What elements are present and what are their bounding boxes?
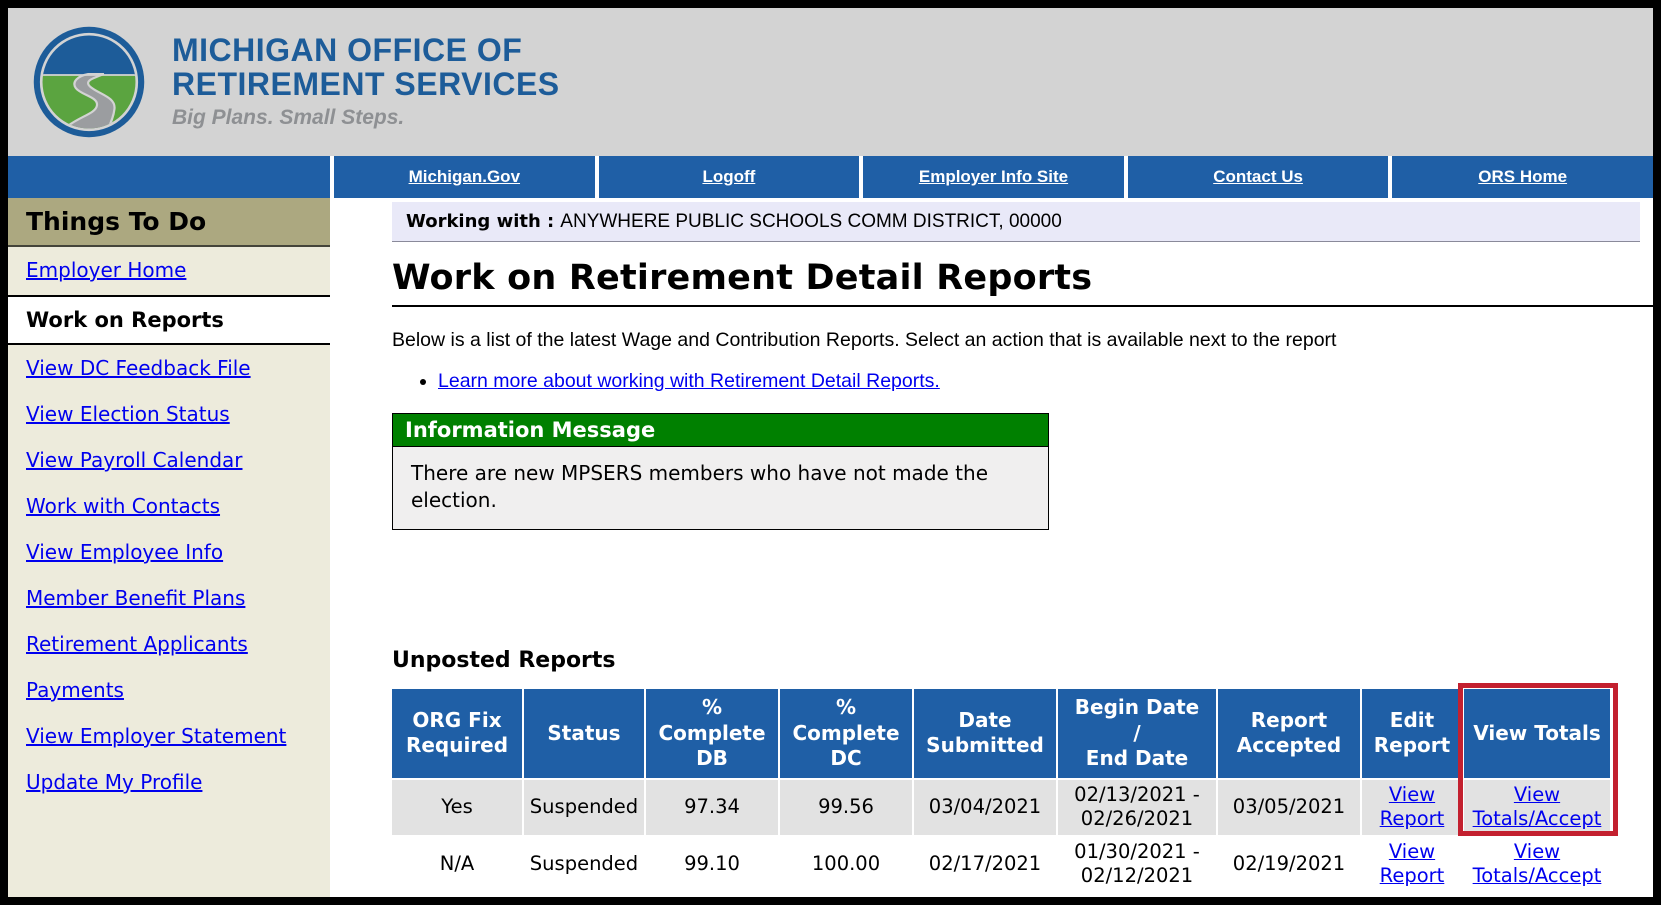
unposted-reports-table-wrap: ORG Fix Required Status % Complete DB % …	[390, 683, 1618, 893]
table-row: N/A Suspended 99.10 100.00 02/17/2021 01…	[392, 836, 1610, 892]
sidebar-item-work-on-reports-current: Work on Reports	[8, 297, 330, 345]
learn-more-link[interactable]: Learn more about working with Retirement…	[438, 370, 940, 392]
nav-cell-employer-info-site[interactable]: Employer Info Site	[863, 156, 1124, 198]
sidebar-link-view-employer-statement[interactable]: View Employer Statement	[26, 724, 287, 748]
sidebar-link-view-employee-info[interactable]: View Employee Info	[26, 540, 224, 564]
sidebar-link-view-election-status[interactable]: View Election Status	[26, 402, 230, 426]
cell-report-accepted: 03/05/2021	[1218, 779, 1360, 835]
cell-edit-report: View Report	[1362, 836, 1462, 892]
cell-date-submitted: 02/17/2021	[914, 836, 1056, 892]
cell-begin-end-date: 02/13/2021 - 02/26/2021	[1058, 779, 1216, 835]
top-nav: Michigan.Gov Logoff Employer Info Site C…	[8, 156, 1653, 198]
col-header-status: Status	[524, 689, 644, 778]
col-header-org-fix-required: ORG Fix Required	[392, 689, 522, 778]
sidebar-item-update-my-profile[interactable]: Update My Profile	[8, 759, 330, 805]
title-rule	[392, 305, 1653, 307]
sidebar-link-work-with-contacts[interactable]: Work with Contacts	[26, 494, 221, 518]
brand-org-line1: MICHIGAN OFFICE OF	[172, 32, 523, 69]
nav-link-ors-home[interactable]: ORS Home	[1478, 167, 1568, 186]
sidebar-link-view-dc-feedback-file[interactable]: View DC Feedback File	[26, 356, 251, 380]
cell-pct-dc: 100.00	[780, 836, 912, 892]
nav-link-logoff[interactable]: Logoff	[702, 167, 756, 186]
working-with-label: Working with :	[406, 211, 555, 232]
cell-date-submitted: 03/04/2021	[914, 779, 1056, 835]
sidebar-link-employer-home[interactable]: Employer Home	[26, 258, 187, 282]
sidebar-header: Things To Do	[8, 198, 330, 247]
page-body: Things To Do Employer Home Work on Repor…	[8, 198, 1653, 897]
sidebar-item-employer-home[interactable]: Employer Home	[8, 247, 330, 297]
sidebar-item-view-employer-statement[interactable]: View Employer Statement	[8, 713, 330, 759]
sidebar-item-work-with-contacts[interactable]: Work with Contacts	[8, 483, 330, 529]
sidebar-link-payments[interactable]: Payments	[26, 678, 124, 702]
col-header-view-totals: View Totals	[1464, 689, 1610, 778]
brand-tagline: Big Plans. Small Steps.	[172, 105, 405, 129]
sidebar-item-payments[interactable]: Payments	[8, 667, 330, 713]
information-message-body: There are new MPSERS members who have no…	[393, 447, 1048, 529]
brand-org-line2: RETIREMENT SERVICES	[172, 66, 560, 102]
working-with-value: ANYWHERE PUBLIC SCHOOLS COMM DISTRICT, 0…	[560, 211, 1062, 232]
sidebar-item-member-benefit-plans[interactable]: Member Benefit Plans	[8, 575, 330, 621]
cell-edit-report: View Report	[1362, 779, 1462, 835]
sidebar-link-view-payroll-calendar[interactable]: View Payroll Calendar	[26, 448, 243, 472]
col-header-report-accepted: Report Accepted	[1218, 689, 1360, 778]
nav-cell-contact-us[interactable]: Contact Us	[1127, 156, 1389, 198]
cell-status: Suspended	[524, 836, 644, 892]
cell-pct-dc: 99.56	[780, 779, 912, 835]
top-nav-spacer	[8, 156, 330, 198]
cell-org-fix: N/A	[392, 836, 522, 892]
sidebar-link-retirement-applicants[interactable]: Retirement Applicants	[26, 632, 248, 656]
information-message-box: Information Message There are new MPSERS…	[392, 413, 1049, 530]
view-totals-accept-link[interactable]: View Totals/Accept	[1472, 782, 1602, 831]
learn-more-item: Learn more about working with Retirement…	[438, 370, 1640, 393]
col-header-pct-complete-db: % Complete DB	[646, 689, 778, 778]
working-with-bar: Working with : ANYWHERE PUBLIC SCHOOLS C…	[392, 202, 1640, 242]
information-message-header: Information Message	[393, 414, 1048, 447]
view-totals-accept-link[interactable]: View Totals/Accept	[1472, 839, 1602, 887]
intro-text: Below is a list of the latest Wage and C…	[392, 329, 1337, 351]
cell-view-totals: View Totals/Accept	[1464, 779, 1610, 835]
sidebar-item-retirement-applicants[interactable]: Retirement Applicants	[8, 621, 330, 667]
page-title: Work on Retirement Detail Reports	[392, 258, 1093, 298]
col-header-begin-end-date: Begin Date / End Date	[1058, 689, 1216, 778]
main-content: Working with : ANYWHERE PUBLIC SCHOOLS C…	[330, 198, 1653, 897]
sidebar-item-view-employee-info[interactable]: View Employee Info	[8, 529, 330, 575]
cell-report-accepted: 02/19/2021	[1218, 836, 1360, 892]
sidebar: Things To Do Employer Home Work on Repor…	[8, 198, 330, 897]
nav-link-employer-info-site[interactable]: Employer Info Site	[918, 167, 1069, 186]
nav-cell-ors-home[interactable]: ORS Home	[1392, 156, 1653, 198]
unposted-reports-heading: Unposted Reports	[392, 648, 616, 673]
table-header-row: ORG Fix Required Status % Complete DB % …	[392, 689, 1610, 778]
table-row: Yes Suspended 97.34 99.56 03/04/2021 02/…	[392, 779, 1610, 835]
learn-more-list: Learn more about working with Retirement…	[438, 370, 1640, 393]
cell-view-totals: View Totals/Accept	[1464, 836, 1610, 892]
nav-cell-michigan-gov[interactable]: Michigan.Gov	[334, 156, 595, 198]
col-header-edit-report: Edit Report	[1362, 689, 1462, 778]
cell-org-fix: Yes	[392, 779, 522, 835]
sidebar-link-member-benefit-plans[interactable]: Member Benefit Plans	[26, 586, 246, 610]
view-report-link[interactable]: View Report	[1379, 782, 1445, 831]
cell-pct-db: 99.10	[646, 836, 778, 892]
cell-pct-db: 97.34	[646, 779, 778, 835]
sidebar-link-update-my-profile[interactable]: Update My Profile	[26, 770, 203, 794]
cell-begin-end-date: 01/30/2021 - 02/12/2021	[1058, 836, 1216, 892]
cell-status: Suspended	[524, 779, 644, 835]
unposted-reports-table: ORG Fix Required Status % Complete DB % …	[390, 687, 1612, 893]
sidebar-item-view-dc-feedback-file[interactable]: View DC Feedback File	[8, 345, 330, 391]
masthead: MICHIGAN OFFICE OF RETIREMENT SERVICES B…	[8, 8, 1653, 156]
view-report-link[interactable]: View Report	[1379, 839, 1445, 887]
sidebar-item-view-payroll-calendar[interactable]: View Payroll Calendar	[8, 437, 330, 483]
col-header-pct-complete-dc: % Complete DC	[780, 689, 912, 778]
nav-link-contact-us[interactable]: Contact Us	[1213, 167, 1303, 186]
nav-cell-logoff[interactable]: Logoff	[598, 156, 860, 198]
col-header-date-submitted: Date Submitted	[914, 689, 1056, 778]
sidebar-item-view-election-status[interactable]: View Election Status	[8, 391, 330, 437]
nav-link-michigan-gov[interactable]: Michigan.Gov	[408, 167, 521, 186]
brand-text: MICHIGAN OFFICE OF RETIREMENT SERVICES B…	[172, 32, 560, 130]
ors-logo-icon	[33, 26, 145, 138]
